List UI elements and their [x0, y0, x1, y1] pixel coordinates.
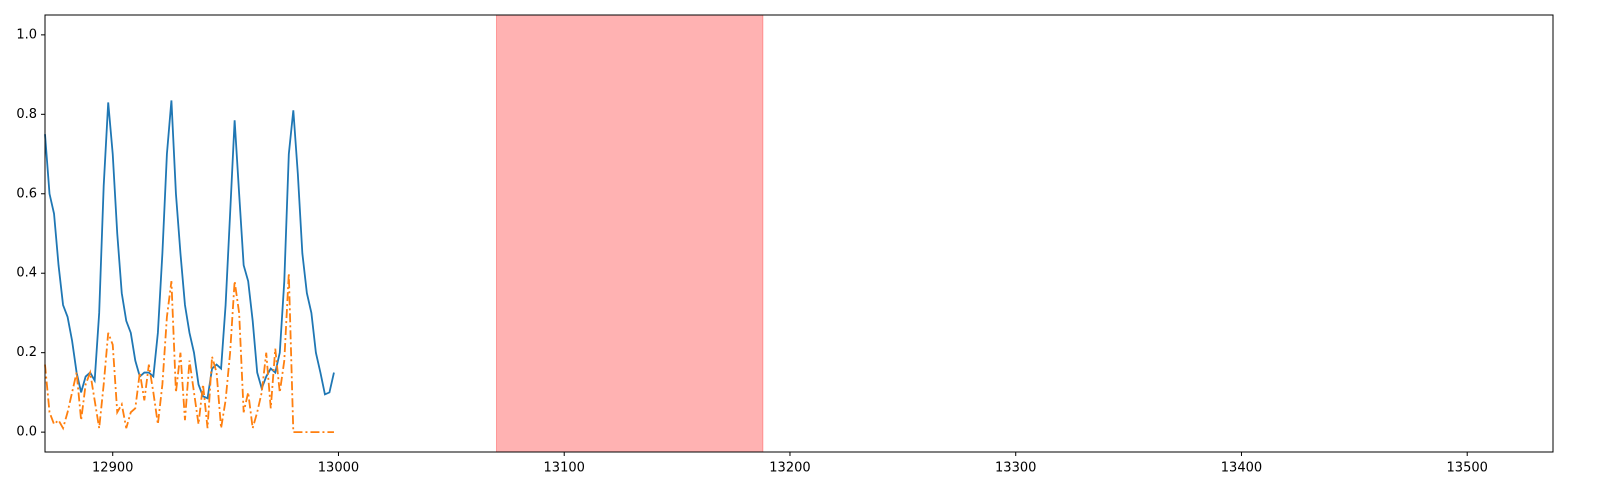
plot-frame: [44, 14, 1554, 453]
x-tick-label: 12900: [92, 461, 133, 476]
y-tick-label: 0.2: [16, 345, 37, 360]
line-series: [44, 100, 335, 400]
x-tick-label: 13500: [1447, 461, 1488, 476]
highlight-span: [495, 14, 764, 453]
x-tick-label: 13000: [318, 461, 359, 476]
y-tick-label: 0.0: [16, 425, 37, 440]
x-tick-label: 13400: [1221, 461, 1262, 476]
y-tick-label: 0.8: [16, 107, 37, 122]
x-tick-label: 13100: [544, 461, 585, 476]
line-series: [44, 273, 334, 434]
x-tick-label: 13300: [995, 461, 1036, 476]
y-tick-label: 0.4: [16, 266, 37, 281]
y-tick-label: 1.0: [16, 27, 37, 42]
y-tick-label: 0.6: [16, 186, 37, 201]
x-tick-label: 13200: [769, 461, 810, 476]
